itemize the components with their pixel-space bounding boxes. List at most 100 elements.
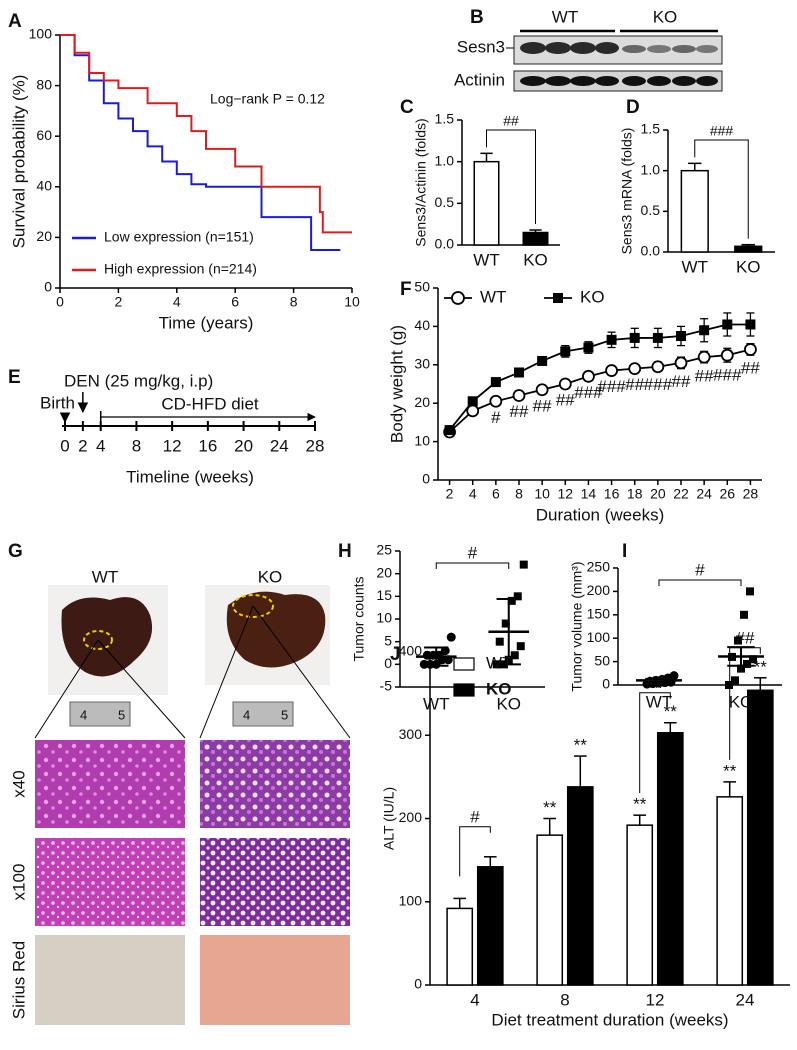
data-point [512, 389, 526, 402]
data-point [731, 676, 739, 685]
x-tick-label: 22 [673, 486, 689, 502]
micrograph [200, 935, 350, 1025]
significance-label: ## [646, 673, 665, 692]
y-axis-label: Sens3 mRNA (folds) [619, 128, 635, 255]
blot-row-label: Actinin [454, 70, 505, 89]
data-point [699, 325, 710, 336]
zoom-line [97, 639, 186, 739]
x-tick-label: 10 [534, 486, 550, 502]
data-point [743, 659, 751, 668]
timeline-event: Birth [40, 393, 75, 412]
panel-letter: A [8, 11, 22, 32]
y-tick-label: 300 [399, 726, 423, 742]
tumor-outline [83, 630, 113, 650]
y-tick-label: 15 [376, 587, 392, 603]
bar [734, 245, 763, 253]
y-axis-label: Sens3/Actinin (folds) [413, 118, 429, 246]
y-tick-label: 30 [414, 356, 430, 372]
legend-label: Low expression (n=151) [104, 229, 254, 245]
data-point [514, 367, 524, 378]
x-tick-label: 8 [560, 990, 569, 1009]
y-tick-label: 400 [399, 643, 423, 659]
y-tick-label: 0 [44, 279, 52, 295]
zoom-line [34, 639, 99, 739]
y-tick-label: 20 [414, 394, 430, 410]
significance-label: ## [503, 113, 519, 129]
x-tick-label: 8 [290, 294, 298, 310]
data-point [734, 636, 742, 645]
y-axis-label: Tumor volume (mm³) [569, 561, 585, 691]
bar [680, 169, 709, 253]
panel-letter: J [390, 644, 401, 665]
y-tick-label: 40 [36, 178, 52, 194]
column-label: KO [258, 567, 283, 586]
significance-bracket [694, 139, 749, 239]
data-point [652, 332, 663, 343]
blot-group-label: WT [552, 7, 578, 26]
row-label: Sirius Red [9, 941, 28, 1019]
x-tick-label: 2 [446, 486, 454, 502]
data-point [669, 671, 679, 681]
panel-letter: I [622, 541, 627, 562]
y-tick-label: 50 [414, 279, 430, 295]
micrograph [200, 740, 350, 828]
data-point [495, 637, 504, 646]
y-tick-label: 60 [36, 127, 52, 143]
data-point [507, 596, 516, 605]
x-tick-label: 2 [115, 294, 123, 310]
bar [473, 160, 500, 246]
row-label: x40 [9, 770, 28, 797]
x-tick-label: KO [523, 250, 548, 269]
tumor-outline [232, 594, 274, 618]
x-tick-label: 16 [604, 486, 620, 502]
significance-label: ### [574, 383, 603, 402]
timeline-event: DEN (25 mg/kg, i.p) [64, 371, 213, 390]
timeline-tick-label: 2 [78, 436, 87, 455]
y-tick-label: 1.5 [641, 121, 661, 137]
legend-label: WT [480, 287, 506, 306]
data-point [628, 362, 642, 376]
data-point [501, 619, 510, 628]
significance-label: # [491, 408, 501, 427]
x-tick-label: 18 [627, 486, 643, 502]
data-point [745, 319, 756, 330]
data-point [560, 346, 571, 357]
row-label: x100 [9, 864, 28, 901]
data-point [583, 342, 594, 353]
timeline-tick-label: 28 [306, 436, 325, 455]
data-point [513, 592, 522, 601]
significance-label: ## [672, 372, 691, 391]
panel-letter: G [8, 541, 23, 562]
panel-letter: D [626, 97, 640, 118]
y-tick-label: 1.0 [435, 152, 455, 168]
micrograph [35, 838, 185, 926]
y-tick-label: 200 [587, 582, 611, 598]
column-label: WT [92, 567, 118, 586]
data-point [674, 356, 688, 370]
significance-label: # [695, 560, 705, 579]
bar [716, 796, 744, 986]
data-point [606, 334, 617, 345]
y-tick-label: 10 [414, 432, 430, 448]
panel-letter: H [338, 541, 352, 562]
x-tick-label: 24 [696, 486, 712, 502]
data-point [744, 343, 757, 356]
significance-mark: ** [723, 761, 737, 780]
legend-swatch [453, 657, 475, 671]
y-tick-label: 0.0 [435, 236, 455, 252]
panel-letter: C [400, 97, 414, 118]
y-tick-label: 20 [376, 564, 392, 580]
data-point [737, 664, 745, 673]
y-tick-label: 0 [602, 676, 610, 692]
timeline-tick-label: 24 [270, 436, 289, 455]
data-point [467, 396, 478, 407]
timeline-tick-label: 16 [198, 436, 217, 455]
significance-mark: ** [574, 736, 588, 755]
y-tick-label: 80 [36, 76, 52, 92]
x-tick-label: 8 [515, 486, 523, 502]
micrograph [35, 740, 185, 828]
significance-mark: ** [543, 798, 557, 817]
ruler-label: 4 [243, 707, 250, 722]
y-tick-label: 20 [36, 228, 52, 244]
